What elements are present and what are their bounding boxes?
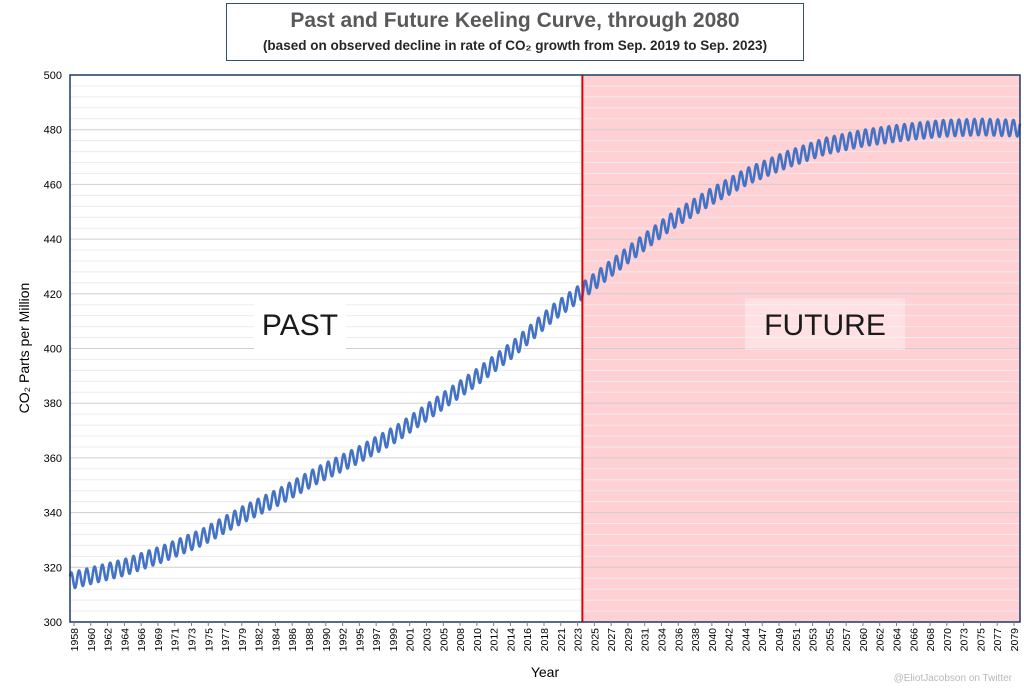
- x-tick-label: 2073: [959, 628, 971, 652]
- x-tick-label: 2014: [505, 628, 517, 652]
- x-tick-label: 2060: [858, 628, 870, 652]
- y-tick-label: 380: [44, 398, 62, 410]
- x-tick-label: 2038: [690, 628, 702, 652]
- y-tick-label: 340: [44, 508, 62, 520]
- chart-title-box: Past and Future Keeling Curve, through 2…: [226, 3, 804, 61]
- chart-subtitle: (based on observed decline in rate of CO…: [262, 38, 768, 53]
- x-tick-label: 2057: [841, 628, 853, 652]
- x-tick-label: 2053: [808, 628, 820, 652]
- x-tick-label: 2055: [824, 628, 836, 652]
- x-tick-label: 2005: [438, 628, 450, 652]
- x-tick-label: 1958: [69, 628, 81, 652]
- x-tick-label: 2047: [757, 628, 769, 652]
- x-tick-label: 1982: [254, 628, 266, 652]
- y-axis-label: CO₂ Parts per Million: [16, 283, 32, 414]
- plot-frame: [69, 74, 1021, 623]
- co2-series-line: [68, 117, 1022, 590]
- y-tick-label: 460: [44, 179, 62, 191]
- x-tick-label: 1973: [187, 628, 199, 652]
- x-tick-label: 2044: [740, 628, 752, 652]
- x-tick-label: 2012: [489, 628, 501, 652]
- x-tick-label: 1979: [237, 628, 249, 652]
- x-tick-label: 2049: [774, 628, 786, 652]
- x-tick-label: 2077: [992, 628, 1004, 652]
- x-tick-label: 1977: [220, 628, 232, 652]
- x-tick-label: 1975: [203, 628, 215, 652]
- x-tick-label: 2010: [472, 628, 484, 652]
- x-axis-label: Year: [531, 664, 560, 680]
- x-tick-label: 2051: [791, 628, 803, 652]
- x-tick-label: 1995: [354, 628, 366, 652]
- y-tick-label: 440: [44, 234, 62, 246]
- x-tick-label: 2027: [606, 628, 618, 652]
- x-tick-label: 2042: [724, 628, 736, 652]
- x-tick-label: 1964: [119, 628, 131, 652]
- x-tick-label: 1969: [153, 628, 165, 652]
- x-tick-label: 2079: [1009, 628, 1021, 652]
- y-tick-label: 480: [44, 125, 62, 137]
- x-tick-label: 2021: [556, 628, 568, 652]
- x-tick-label: 2034: [657, 628, 669, 652]
- region-label-bg: [254, 298, 346, 350]
- x-tick-label: 2064: [892, 628, 904, 652]
- credit-watermark: @EliotJacobson on Twitter: [894, 673, 1013, 684]
- x-tick-label: 2070: [942, 628, 954, 652]
- chart-title: Past and Future Keeling Curve, through 2…: [290, 9, 740, 32]
- x-tick-label: 1988: [304, 628, 316, 652]
- y-tick-label: 500: [44, 70, 62, 82]
- x-tick-label: 1984: [270, 628, 282, 652]
- x-tick-label: 1986: [287, 628, 299, 652]
- x-tick-label: 1960: [86, 628, 98, 652]
- x-tick-label: 2001: [405, 628, 417, 652]
- y-tick-label: 320: [44, 562, 62, 574]
- x-tick-label: 2025: [589, 628, 601, 652]
- x-tick-label: 2066: [908, 628, 920, 652]
- x-tick-label: 2008: [455, 628, 467, 652]
- x-axis-ticks: 1958 1960 1962 1964 1966 1969 1971 1973 1975 1977…: [69, 622, 1021, 651]
- y-axis-ticks: 300 320 340 360 380 400 420 440 460 480 500: [44, 70, 62, 629]
- x-tick-label: 1992: [338, 628, 350, 652]
- gridlines-layer: [70, 85, 1020, 612]
- x-tick-label: 2003: [422, 628, 434, 652]
- x-tick-label: 2023: [573, 628, 585, 652]
- x-tick-label: 1999: [388, 628, 400, 652]
- x-tick-label: 2029: [623, 628, 635, 652]
- region-labels-layer: PAST FUTURE: [254, 298, 905, 350]
- x-tick-label: 2031: [640, 628, 652, 652]
- x-tick-label: 2075: [975, 628, 987, 652]
- x-tick-label: 2018: [539, 628, 551, 652]
- y-tick-label: 300: [44, 617, 62, 629]
- y-tick-label: 420: [44, 289, 62, 301]
- x-tick-label: 1962: [103, 628, 115, 652]
- x-tick-label: 2068: [925, 628, 937, 652]
- x-tick-label: 1966: [136, 628, 148, 652]
- region-label-future: FUTURE: [764, 309, 886, 342]
- x-tick-label: 1990: [321, 628, 333, 652]
- x-tick-label: 2040: [707, 628, 719, 652]
- region-label-past: PAST: [262, 309, 338, 342]
- x-tick-label: 1971: [170, 628, 182, 652]
- x-tick-label: 1997: [371, 628, 383, 652]
- x-tick-label: 2062: [875, 628, 887, 652]
- region-label-bg: [745, 298, 905, 350]
- y-tick-label: 400: [44, 344, 62, 356]
- x-tick-label: 2036: [673, 628, 685, 652]
- x-tick-label: 2016: [522, 628, 534, 652]
- y-tick-label: 360: [44, 453, 62, 465]
